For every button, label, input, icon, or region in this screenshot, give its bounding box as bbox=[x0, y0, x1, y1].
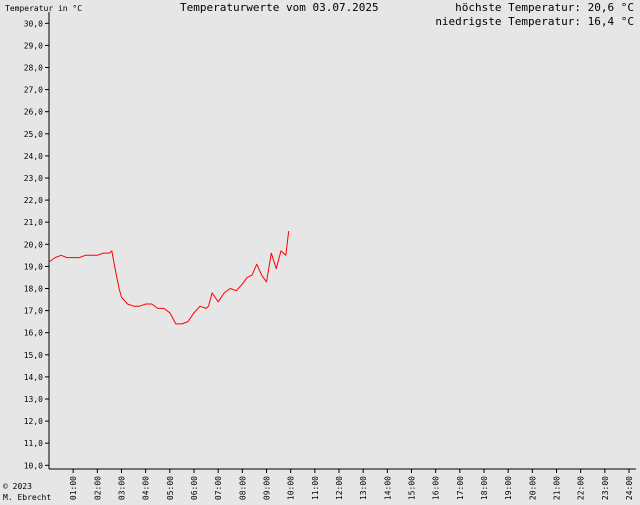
y-tick-label: 16,0 bbox=[24, 329, 43, 338]
x-tick-label: 17:00 bbox=[456, 476, 465, 500]
y-tick-label: 19,0 bbox=[24, 262, 43, 271]
y-tick-label: 30,0 bbox=[24, 19, 43, 28]
y-tick-label: 21,0 bbox=[24, 218, 43, 227]
y-tick-label: 26,0 bbox=[24, 108, 43, 117]
x-tick-label: 15:00 bbox=[408, 476, 417, 500]
y-tick-label: 20,0 bbox=[24, 240, 43, 249]
x-tick-label: 09:00 bbox=[263, 476, 272, 500]
y-axis-caption: Temperatur in °C bbox=[5, 4, 83, 13]
y-tick-label: 24,0 bbox=[24, 152, 43, 161]
y-tick-label: 18,0 bbox=[24, 285, 43, 294]
y-tick-label: 29,0 bbox=[24, 41, 43, 50]
min-temperature-label: niedrigste Temperatur: bbox=[435, 15, 582, 28]
chart-title: Temperaturwerte vom 03.07.2025 bbox=[180, 1, 379, 14]
min-temperature-value: 16,4 °C bbox=[587, 15, 634, 28]
x-tick-label: 07:00 bbox=[214, 476, 223, 500]
x-tick-label: 06:00 bbox=[190, 476, 199, 500]
x-tick-label: 20:00 bbox=[528, 476, 537, 500]
y-tick-label: 13,0 bbox=[24, 395, 43, 404]
x-tick-label: 02:00 bbox=[93, 476, 102, 500]
x-tick-label: 11:00 bbox=[311, 476, 320, 500]
x-tick-label: 22:00 bbox=[577, 476, 586, 500]
x-tick-label: 18:00 bbox=[480, 476, 489, 500]
author-text: M. Ebrecht bbox=[3, 493, 52, 502]
temperature-line bbox=[48, 230, 290, 325]
max-temperature-line: höchste Temperatur: 20,6 °C bbox=[455, 2, 634, 14]
y-tick-label: 27,0 bbox=[24, 86, 43, 95]
y-tick-label: 12,0 bbox=[24, 417, 43, 426]
copyright-text: © 2023 bbox=[3, 482, 32, 491]
y-tick-label: 17,0 bbox=[24, 307, 43, 316]
max-temperature-value: 20,6 °C bbox=[587, 1, 634, 14]
x-tick-label: 24:00 bbox=[625, 476, 634, 500]
y-tick-label: 10,0 bbox=[24, 461, 43, 470]
y-tick-label: 25,0 bbox=[24, 130, 43, 139]
y-tick-label: 23,0 bbox=[24, 174, 43, 183]
x-tick-label: 14:00 bbox=[383, 476, 392, 500]
max-temperature-label: höchste Temperatur: bbox=[455, 1, 582, 14]
y-tick-label: 14,0 bbox=[24, 373, 43, 382]
y-tick-label: 22,0 bbox=[24, 196, 43, 205]
x-tick-label: 03:00 bbox=[118, 476, 127, 500]
x-tick-label: 16:00 bbox=[432, 476, 441, 500]
x-tick-label: 01:00 bbox=[69, 476, 78, 500]
min-temperature-line: niedrigste Temperatur: 16,4 °C bbox=[435, 16, 634, 28]
x-tick-label: 13:00 bbox=[359, 476, 368, 500]
x-tick-label: 12:00 bbox=[335, 476, 344, 500]
x-tick-label: 19:00 bbox=[504, 476, 513, 500]
x-tick-label: 08:00 bbox=[238, 476, 247, 500]
y-tick-label: 15,0 bbox=[24, 351, 43, 360]
y-tick-label: 28,0 bbox=[24, 64, 43, 73]
y-tick-label: 11,0 bbox=[24, 439, 43, 448]
x-tick-label: 05:00 bbox=[166, 476, 175, 500]
x-tick-label: 10:00 bbox=[287, 476, 296, 500]
x-tick-label: 21:00 bbox=[553, 476, 562, 500]
x-tick-label: 04:00 bbox=[142, 476, 151, 500]
x-tick-label: 23:00 bbox=[601, 476, 610, 500]
